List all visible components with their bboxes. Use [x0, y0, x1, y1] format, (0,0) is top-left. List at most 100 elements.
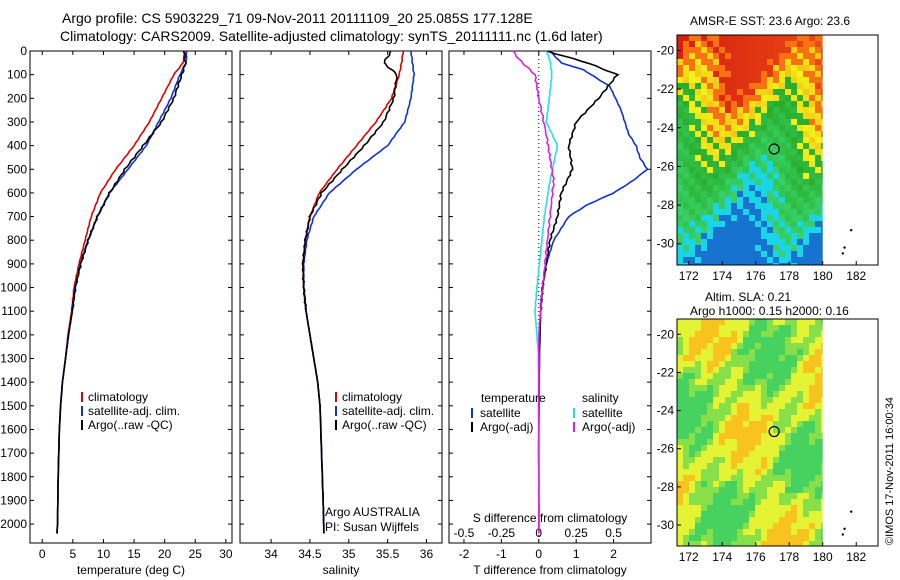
sst-map-cell [785, 167, 791, 173]
sst-map-cell [761, 263, 767, 265]
sla-map-cell [755, 373, 761, 379]
sst-map-cell [677, 191, 683, 197]
sla-map-cell [689, 349, 695, 355]
sst-map-cell [773, 95, 779, 101]
sst-map-cell [797, 107, 803, 113]
sla-map-cell [773, 403, 779, 409]
sst-map-cell [821, 125, 823, 131]
sst-map-cell [677, 53, 683, 59]
sla-map-cell [743, 481, 749, 487]
sst-map-cell [791, 107, 797, 113]
sla-map-cell [689, 331, 695, 337]
sst-map-cell [683, 119, 689, 125]
difference-xtick-label: 0 [535, 547, 542, 561]
sla-map-cell [677, 343, 683, 349]
sst-map-cell [803, 167, 809, 173]
sst-map-cell [725, 137, 731, 143]
sst-map-cell [731, 95, 737, 101]
sst-map-cell [677, 233, 683, 239]
sla-map-cell [821, 439, 823, 445]
sst-map-cell [815, 185, 821, 191]
sla-map-cell [713, 499, 719, 505]
sla-map-cell [749, 493, 755, 499]
sla-map-cell [713, 451, 719, 457]
sst-map-cell [797, 47, 803, 53]
sla-map-cell [809, 541, 815, 546]
sst-map-cell [749, 41, 755, 47]
sst-map-cell [761, 131, 767, 137]
sst-map-cell [707, 185, 713, 191]
sst-map-cell [767, 71, 773, 77]
sla-map-cell [677, 475, 683, 481]
sla-map-cell [743, 409, 749, 415]
sst-map-cell [677, 245, 683, 251]
sst-map-cell [821, 209, 823, 215]
sla-map-cell [719, 403, 725, 409]
sla-map-cell [761, 487, 767, 493]
sla-map-island [850, 510, 853, 513]
sla-map-cell [737, 481, 743, 487]
sst-map-cell [749, 137, 755, 143]
sst-map-cell [695, 137, 701, 143]
sst-map-cell [767, 203, 773, 209]
sst-map-cell [719, 35, 725, 41]
sst-map-cell [797, 161, 803, 167]
sla-map-cell [797, 433, 803, 439]
sla-map-cell [821, 337, 823, 343]
sst-map-cell [767, 227, 773, 233]
sla-map-cell [803, 433, 809, 439]
sst-map-cell [797, 179, 803, 185]
sst-map-cell [803, 179, 809, 185]
sst-map-cell [719, 197, 725, 203]
sla-map-cell [683, 535, 689, 541]
sla-map-cell [779, 433, 785, 439]
sst-map-cell [821, 257, 823, 263]
sla-map-cell [785, 481, 791, 487]
sla-map-cell [815, 505, 821, 511]
sst-map-cell [713, 59, 719, 65]
depth-tick-label: 100 [7, 68, 27, 82]
sla-map-cell [701, 403, 707, 409]
sla-map-cell [773, 445, 779, 451]
temperature-legend-label: Argo(-adj) [480, 420, 533, 434]
sla-map-cell [701, 361, 707, 367]
sst-map-cell [701, 173, 707, 179]
sla-map-cell [779, 325, 785, 331]
sla-map-cell [677, 511, 683, 517]
depth-tick-label: 1400 [0, 375, 27, 389]
sla-map-cell [755, 541, 761, 546]
sla-map-cell [683, 409, 689, 415]
sla-map-cell [749, 457, 755, 463]
sst-map-cell [713, 89, 719, 95]
sla-map-cell [725, 385, 731, 391]
sst-map-cell [809, 47, 815, 53]
sla-map-cell [821, 511, 823, 517]
sst-map-cell [737, 233, 743, 239]
sla-map-cell [701, 355, 707, 361]
sst-map-cell [749, 209, 755, 215]
sst-map-cell [773, 239, 779, 245]
sst-map-cell [677, 59, 683, 65]
sla-map-cell [689, 403, 695, 409]
sla-map-cell [725, 355, 731, 361]
sla-map-cell [797, 415, 803, 421]
sst-map-lon-label: 176 [746, 269, 766, 283]
sla-map-cell [695, 475, 701, 481]
sst-map-cell [737, 227, 743, 233]
sla-map-cell [773, 385, 779, 391]
sla-map-cell [689, 433, 695, 439]
sla-map-cell [809, 529, 815, 535]
sla-map-cell [701, 319, 707, 325]
sst-map-cell [761, 65, 767, 71]
sla-map-cell [749, 499, 755, 505]
sst-map-cell [803, 185, 809, 191]
sla-map-cell [761, 511, 767, 517]
sla-map-cell [803, 367, 809, 373]
sst-map-cell [767, 77, 773, 83]
sst-map-cell [803, 251, 809, 257]
sst-map-cell [695, 77, 701, 83]
sla-map-cell [689, 511, 695, 517]
sla-map-cell [773, 367, 779, 373]
salinity-xtick-label: 35.5 [376, 547, 400, 561]
sla-map-cell [725, 529, 731, 535]
